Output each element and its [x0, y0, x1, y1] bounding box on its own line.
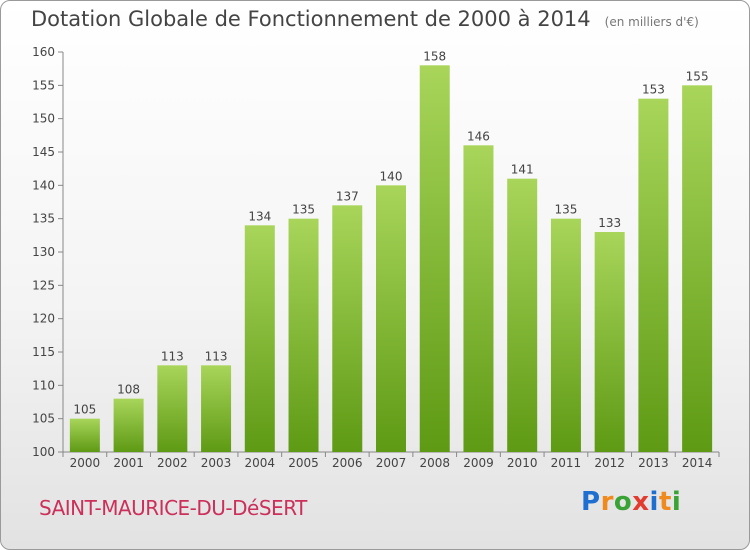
subtitle-text: (en milliers d'€) [604, 15, 699, 29]
y-tick-label: 120 [32, 312, 55, 326]
x-tick-label: 2000 [70, 456, 101, 470]
bar [157, 365, 188, 452]
logo-letter: t [658, 487, 672, 517]
y-tick-label: 160 [32, 45, 55, 59]
bar-value-label: 135 [554, 203, 577, 217]
bar [332, 205, 363, 452]
x-tick-label: 2005 [288, 456, 319, 470]
x-tick-label: 2011 [551, 456, 582, 470]
x-tick-label: 2007 [376, 456, 407, 470]
y-tick-label: 140 [32, 178, 55, 192]
bar-value-label: 137 [336, 189, 359, 203]
bar-value-label: 105 [73, 403, 96, 417]
x-tick-label: 2002 [157, 456, 188, 470]
title-text: Dotation Globale de Fonctionnement de 20… [31, 7, 591, 31]
logo-letter: i [649, 487, 659, 517]
x-tick-label: 2009 [463, 456, 494, 470]
y-tick-label: 130 [32, 245, 55, 259]
logo-letter: o [613, 487, 633, 517]
y-tick-label: 110 [32, 378, 55, 392]
logo-letter: x [632, 487, 650, 517]
x-tick-label: 2014 [682, 456, 713, 470]
bar-value-label: 113 [161, 349, 184, 363]
x-tick-label: 2001 [113, 456, 144, 470]
bar [682, 85, 713, 452]
bar [201, 365, 232, 452]
y-tick-label: 150 [32, 112, 55, 126]
chart-title: Dotation Globale de Fonctionnement de 20… [31, 7, 699, 31]
y-tick-label: 115 [32, 345, 55, 359]
bar [463, 145, 494, 453]
bar-value-label: 108 [117, 383, 140, 397]
x-tick-label: 2012 [594, 456, 625, 470]
x-tick-label: 2013 [638, 456, 669, 470]
place-name: SAINT-MAURICE-DU-DéSERT [39, 496, 307, 520]
bar-value-label: 146 [467, 129, 490, 143]
bar [507, 178, 538, 452]
y-tick-label: 100 [32, 445, 55, 459]
y-tick-label: 135 [32, 212, 55, 226]
bar [69, 418, 100, 452]
x-tick-label: 2003 [201, 456, 232, 470]
bar-value-label: 141 [511, 163, 534, 177]
x-tick-label: 2004 [245, 456, 276, 470]
bar [550, 218, 581, 452]
bar [113, 398, 144, 452]
bar [638, 98, 669, 453]
bar [288, 218, 319, 452]
bar-value-label: 158 [423, 49, 446, 63]
x-tick-label: 2008 [419, 456, 450, 470]
y-tick-label: 145 [32, 145, 55, 159]
x-tick-label: 2006 [332, 456, 363, 470]
bar [244, 225, 275, 452]
y-tick-label: 105 [32, 412, 55, 426]
y-tick-label: 155 [32, 78, 55, 92]
bar [594, 232, 625, 452]
bar-value-label: 155 [686, 69, 709, 83]
bar-value-label: 140 [380, 169, 403, 183]
bar-value-label: 135 [292, 203, 315, 217]
bar-value-label: 134 [248, 209, 271, 223]
logo-letter: P [581, 487, 601, 517]
logo-letter: i [671, 487, 682, 517]
y-tick-label: 125 [32, 278, 55, 292]
bar-value-label: 113 [205, 349, 228, 363]
logo-letter: r [600, 487, 614, 517]
bar [419, 65, 450, 452]
bar [376, 185, 406, 453]
bar-value-label: 133 [598, 216, 621, 230]
x-tick-label: 2010 [507, 456, 538, 470]
proxiti-logo: Proxiti [581, 487, 681, 517]
bar-value-label: 153 [642, 83, 665, 97]
